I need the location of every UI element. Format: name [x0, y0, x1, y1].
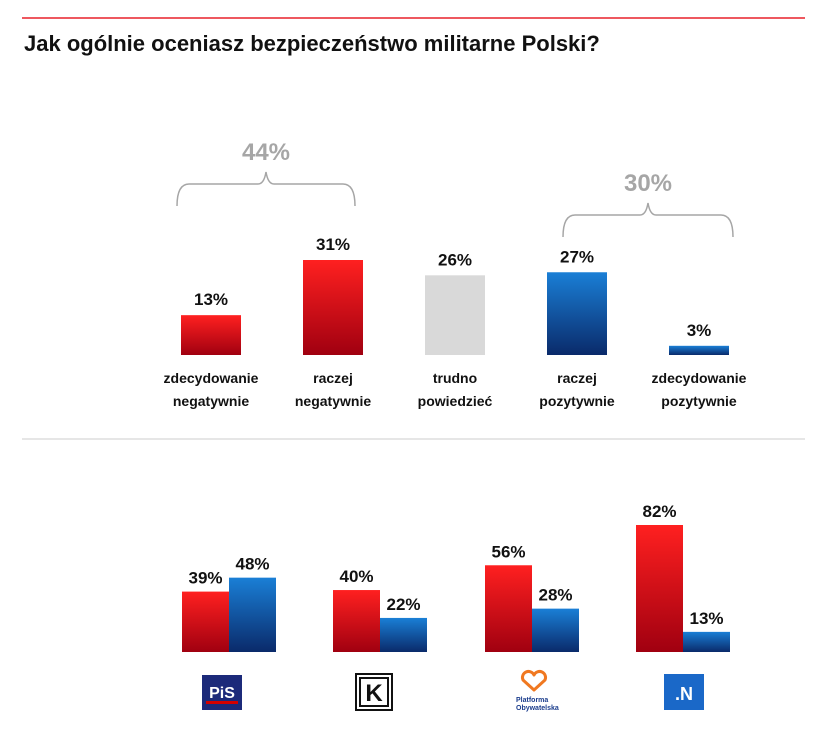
category-label-top-0-1: negatywnie: [173, 393, 249, 409]
bar-kukiz-15-negatywnie: [333, 590, 380, 652]
group-total-label-0: 44%: [242, 139, 290, 166]
category-label-top-4-1: pozytywnie: [661, 393, 737, 409]
bar-pis-negatywnie: [182, 591, 229, 652]
bar-platforma-obywatelska-negatywnie: [485, 565, 532, 652]
group-total-label-1: 30%: [624, 170, 672, 197]
group-bracket-0: [176, 171, 356, 207]
bar-pis-pozytywnie: [229, 577, 276, 652]
value-label-top-3: 27%: [560, 247, 594, 266]
value-label-top-1: 31%: [316, 235, 350, 254]
category-label-top-4-0: zdecydowanie: [652, 370, 747, 386]
bar-nowoczesna-pozytywnie: [683, 631, 730, 652]
logo-po: Platforma Obywatelska: [516, 669, 559, 712]
value-label-bottom-1-1: 22%: [386, 595, 420, 614]
bar-top-2: [425, 275, 485, 355]
bar-platforma-obywatelska-pozytywnie: [532, 608, 579, 652]
logo-po-text-1: Platforma: [516, 697, 548, 704]
bar-kukiz-15-pozytywnie: [380, 617, 427, 652]
value-label-top-2: 26%: [438, 250, 472, 269]
value-label-bottom-0-0: 39%: [188, 569, 222, 588]
bar-top-0: [181, 315, 241, 355]
bar-top-4: [669, 345, 729, 355]
logo-nowoczesna: .N: [664, 674, 704, 710]
value-label-bottom-3-0: 82%: [642, 502, 676, 521]
chart-title: Jak ogólnie oceniasz bezpieczeństwo mili…: [24, 31, 600, 56]
value-label-bottom-2-1: 28%: [538, 586, 572, 605]
value-label-top-0: 13%: [194, 290, 228, 309]
category-label-top-1-0: raczej: [313, 370, 353, 386]
category-label-top-3-1: pozytywnie: [539, 393, 615, 409]
bar-top-1: [303, 260, 363, 355]
po-heart-icon: [520, 669, 548, 692]
value-label-bottom-3-1: 13%: [689, 609, 723, 628]
logo-pis: PiS: [202, 675, 242, 710]
category-label-top-2-0: trudno: [433, 370, 477, 386]
value-label-top-4: 3%: [687, 321, 712, 340]
logo-po-text-2: Obywatelska: [516, 705, 559, 712]
category-label-top-1-1: negatywnie: [295, 393, 371, 409]
category-label-top-0-0: zdecydowanie: [164, 370, 259, 386]
bar-top-3: [547, 272, 607, 355]
value-label-bottom-1-0: 40%: [339, 567, 373, 586]
logo-n-text: .N: [675, 684, 693, 704]
value-label-bottom-2-0: 56%: [491, 542, 525, 561]
top-chart: 13% zdecydowanie negatywnie 31% raczej negaty…: [164, 139, 747, 409]
logo-kukiz-text: K: [365, 680, 383, 707]
category-label-top-3-0: raczej: [557, 370, 597, 386]
logo-pis-text: PiS: [209, 685, 235, 702]
bar-nowoczesna-negatywnie: [636, 525, 683, 652]
category-label-top-2-1: powiedzieć: [418, 393, 493, 409]
bottom-chart: 39% 48% 40% 22% 56% 28% 82% 13%: [182, 502, 730, 652]
logo-kukiz: K: [355, 673, 393, 711]
group-bracket-1: [562, 202, 734, 238]
value-label-bottom-0-1: 48%: [235, 555, 269, 574]
